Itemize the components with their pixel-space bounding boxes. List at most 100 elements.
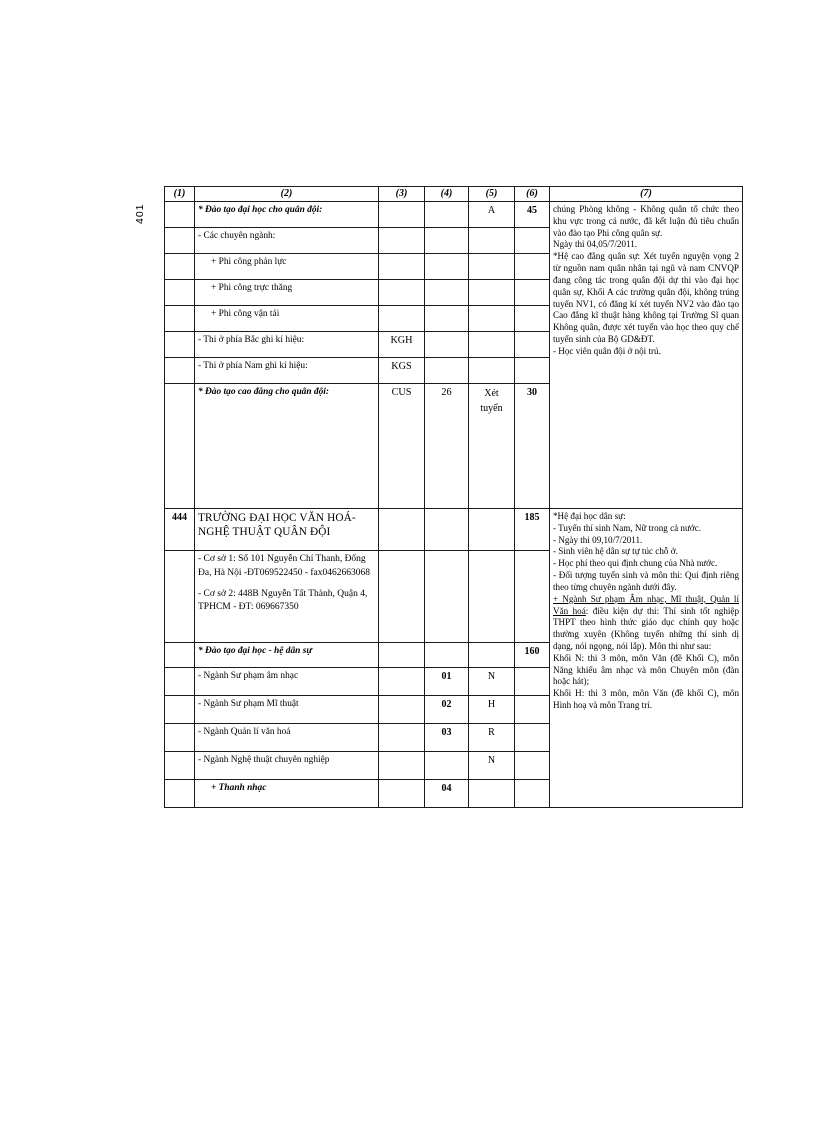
cell-quota: 45 [514, 201, 550, 228]
cell-block [468, 550, 515, 643]
cell-block [468, 508, 515, 551]
colnum-7: (7) [549, 186, 743, 202]
cell-code: KGS [378, 357, 425, 384]
note-line: - Ngày thi 09,10/7/2011. [553, 534, 643, 545]
cell-quota [514, 751, 550, 780]
note-cell-military: chúng Phòng không - Không quân tổ chức t… [549, 201, 743, 509]
cell-name: + Phi công vận tải [194, 305, 379, 332]
cell-code [378, 227, 425, 254]
cell-major-code [424, 279, 469, 306]
cell-block: A [468, 201, 515, 228]
note-line: - Tuyển thí sinh Nam, Nữ trong cả nước. [553, 522, 702, 533]
cell-code [378, 279, 425, 306]
note-underlined-majors: + Ngành Sư phạm Âm nhạc, Mĩ thuật, Quản … [553, 593, 739, 616]
table-row: - Thi ở phía Bắc ghi kí hiệu: KGH [164, 331, 743, 358]
cell-name: + Phi công phản lực [194, 253, 379, 280]
cell-major-code: 01 [424, 667, 469, 696]
note-line: Ngày thi 04,05/7/2011. [553, 239, 638, 250]
note-line: chúng Phòng không - Không quân tổ chức t… [553, 204, 739, 238]
cell-quota [514, 779, 550, 808]
cell-code [378, 751, 425, 780]
cell-stt [164, 550, 195, 643]
cell-quota: 160 [514, 642, 550, 668]
cell-quota [514, 667, 550, 696]
cell-stt [164, 695, 195, 724]
table-row: 444 TRƯỜNG ĐẠI HỌC VĂN HOÁ-NGHỆ THUẬT QU… [164, 508, 743, 808]
cell-stt [164, 383, 195, 509]
cell-code [378, 667, 425, 696]
cell-quota [514, 305, 550, 332]
cell-name: * Đào tạo đại học - hệ dân sự [194, 642, 379, 668]
cell-name: * Đào tạo cao đẳng cho quân đội: [194, 383, 379, 509]
table-row: + Phi công trực thăng [164, 279, 743, 306]
cell-school-name: TRƯỜNG ĐẠI HỌC VĂN HOÁ-NGHỆ THUẬT QUÂN Đ… [194, 508, 379, 551]
cell-major-code [424, 642, 469, 668]
cell-quota: 185 [514, 508, 550, 551]
cell-code [378, 253, 425, 280]
table-column-number-row: (1) (2) (3) (4) (5) (6) (7) [164, 186, 743, 202]
cell-major-code: 26 [424, 383, 469, 509]
cell-quota [514, 723, 550, 752]
note-line: *Hệ cao đẳng quân sự: Xét tuyển nguyện v… [553, 251, 739, 344]
cell-block [468, 331, 515, 358]
note-heading: *Hệ đại học dân sự: [553, 511, 626, 521]
cell-code [378, 508, 425, 551]
cell-block [468, 227, 515, 254]
colnum-1: (1) [164, 186, 195, 202]
cell-quota [514, 357, 550, 384]
cell-code [378, 695, 425, 724]
cell-name: + Phi công trực thăng [194, 279, 379, 306]
colnum-5: (5) [468, 186, 515, 202]
cell-quota [514, 550, 550, 643]
cell-stt [164, 279, 195, 306]
cell-name: - Thi ở phía Bắc ghi kí hiệu: [194, 331, 379, 358]
colnum-2: (2) [194, 186, 379, 202]
cell-block [468, 279, 515, 306]
table-row: - Ngành Quản lí văn hoá 03 R [164, 723, 743, 752]
note-khoi-n: Khối N: thi 3 môn, môn Văn (đề Khối C), … [553, 652, 739, 687]
cell-quota [514, 279, 550, 306]
cell-major-code: 02 [424, 695, 469, 724]
table-row: + Phi công phản lực [164, 253, 743, 280]
cell-name: - Ngành Quản lí văn hoá [194, 723, 379, 752]
cell-block [468, 642, 515, 668]
cell-quota: 30 [514, 383, 550, 509]
cell-quota [514, 253, 550, 280]
cell-major-code [424, 751, 469, 780]
table-row: - Thi ở phía Nam ghi kí hiệu: KGS [164, 357, 743, 384]
cell-code [378, 723, 425, 752]
cell-block: H [468, 695, 515, 724]
address-line-1: - Cơ sở 1: Số 101 Nguyễn Chí Thanh, Đống… [198, 554, 371, 578]
note-paragraph: + Ngành Sư phạm Âm nhạc, Mĩ thuật, Quản … [553, 594, 739, 651]
table-row: - Ngành Sư phạm Mĩ thuật 02 H [164, 695, 743, 724]
note-line: - Học phí theo qui định chung của Nhà nư… [553, 558, 718, 569]
cell-code: KGH [378, 331, 425, 358]
table-row: - Ngành Nghệ thuật chuyên nghiệp N [164, 751, 743, 780]
cell-major-code [424, 331, 469, 358]
cell-block [468, 357, 515, 384]
table-row: - Cơ sở 1: Số 101 Nguyễn Chí Thanh, Đống… [164, 550, 743, 643]
cell-quota [514, 695, 550, 724]
cell-block [468, 253, 515, 280]
cell-address: - Cơ sở 1: Số 101 Nguyễn Chí Thanh, Đống… [194, 550, 379, 643]
cell-major-code [424, 201, 469, 228]
cell-stt [164, 227, 195, 254]
cell-stt [164, 642, 195, 668]
colnum-6: (6) [514, 186, 550, 202]
cell-stt [164, 331, 195, 358]
note-khoi-h: Khối H: thi 3 môn, môn Văn (đề khối C), … [553, 688, 739, 710]
cell-major-code: 03 [424, 723, 469, 752]
cell-name: * Đào tạo đại học cho quân đội: [194, 201, 379, 228]
cell-name: - Ngành Nghệ thuật chuyên nghiệp [194, 751, 379, 780]
cell-block [468, 305, 515, 332]
cell-major-code [424, 305, 469, 332]
cell-major-code [424, 508, 469, 551]
cell-stt [164, 253, 195, 280]
table-row: + Thanh nhạc 04 [164, 779, 743, 808]
cell-stt [164, 723, 195, 752]
cell-stt [164, 751, 195, 780]
note-cell-civil: *Hệ đại học dân sự: - Tuyển thí sinh Nam… [549, 508, 743, 808]
note-line: - Học viên quân đội ở nội trú. [553, 345, 661, 356]
cell-name: - Ngành Sư phạm âm nhạc [194, 667, 379, 696]
admissions-table: (1) (2) (3) (4) (5) (6) (7) * Đào tạo đạ… [164, 186, 743, 808]
